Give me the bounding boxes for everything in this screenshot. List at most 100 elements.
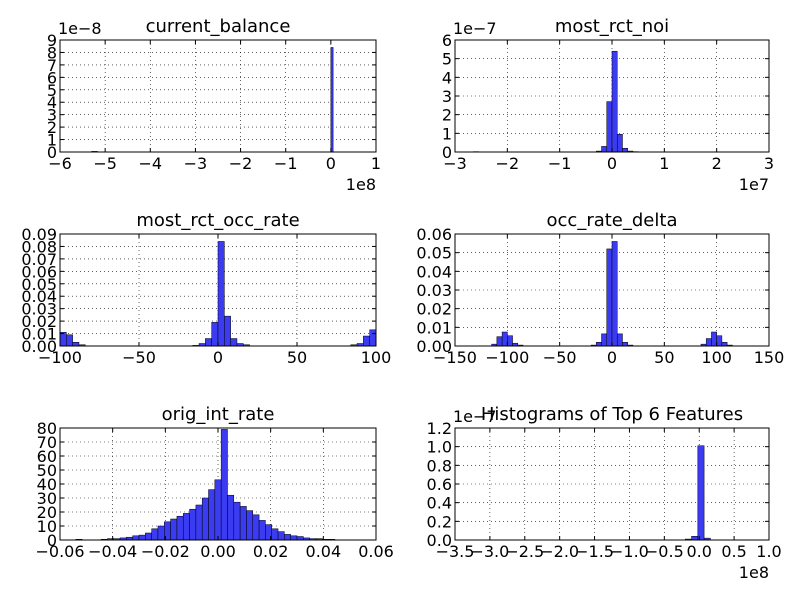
x-offset-label: 1e7 bbox=[739, 175, 769, 194]
x-tick-label: −100 bbox=[38, 348, 82, 367]
x-tick-label: 0.0 bbox=[686, 542, 711, 561]
x-tick-label: −3.5 bbox=[436, 542, 475, 561]
histogram-bar bbox=[217, 241, 225, 347]
histogram-bar bbox=[176, 515, 184, 541]
x-tick-label: −2.5 bbox=[505, 542, 544, 561]
x-tick-label: −0.06 bbox=[35, 542, 84, 561]
x-tick-label: 2 bbox=[712, 154, 722, 173]
y-tick-label: 0 bbox=[47, 143, 57, 162]
y-tick-label: 0.2 bbox=[427, 512, 452, 531]
y-tick-label: 0.05 bbox=[21, 275, 57, 294]
x-tick-label: 0.06 bbox=[358, 542, 394, 561]
y-tick-label: 0.00 bbox=[416, 337, 452, 356]
y-tick-label: 20 bbox=[37, 503, 57, 522]
histogram-bar bbox=[330, 47, 334, 153]
chart-title: occ_rate_delta bbox=[547, 210, 678, 231]
y-tick-label: 60 bbox=[37, 447, 57, 466]
x-tick-label: 1 bbox=[371, 154, 381, 173]
x-tick-label: −4 bbox=[138, 154, 162, 173]
histogram-bar bbox=[277, 531, 285, 541]
chart-title: orig_int_rate bbox=[162, 404, 275, 425]
y-tick-label: 0.03 bbox=[21, 300, 57, 319]
histogram-bar bbox=[507, 335, 513, 347]
x-tick-label: −3 bbox=[184, 154, 208, 173]
y-tick-label: 0.07 bbox=[21, 250, 57, 269]
y-tick-label: 8 bbox=[47, 43, 57, 62]
histogram-bar bbox=[369, 329, 377, 347]
histogram-bar bbox=[622, 342, 628, 347]
x-offset-label: 1e8 bbox=[739, 563, 769, 582]
histogram-bar bbox=[601, 146, 608, 153]
histogram-bar bbox=[201, 497, 209, 541]
x-tick-label: −1 bbox=[274, 154, 298, 173]
chart-title: current_balance bbox=[146, 16, 291, 37]
histogram-bar bbox=[205, 338, 212, 347]
x-offset-label: 1e8 bbox=[346, 175, 376, 194]
x-tick-label: 100 bbox=[701, 348, 732, 367]
x-tick-label: −0.02 bbox=[141, 542, 190, 561]
histogram-bar bbox=[611, 50, 618, 153]
y-tick-label: 30 bbox=[37, 489, 57, 508]
histogram-bar bbox=[496, 336, 503, 347]
histogram-bar bbox=[239, 506, 247, 541]
x-tick-label: 0 bbox=[326, 154, 336, 173]
histogram-bar bbox=[211, 322, 219, 347]
histogram-bar bbox=[284, 534, 291, 541]
y-tick-label: 0.03 bbox=[416, 281, 452, 300]
x-tick-label: −1 bbox=[548, 154, 572, 173]
histogram-bar bbox=[151, 528, 159, 541]
histogram-bar bbox=[208, 489, 216, 541]
y-tick-label: 9 bbox=[47, 31, 57, 50]
x-tick-label: 1.0 bbox=[756, 542, 781, 561]
y-tick-label: 0 bbox=[47, 531, 57, 550]
y-tick-label: 0.00 bbox=[21, 337, 57, 356]
histogram-bar bbox=[363, 335, 370, 347]
y-tick-label: 70 bbox=[37, 433, 57, 452]
histogram-bar bbox=[716, 335, 723, 347]
x-tick-label: −0.04 bbox=[88, 542, 137, 561]
x-tick-label: 0.5 bbox=[721, 542, 746, 561]
histogram-bar bbox=[258, 520, 266, 541]
x-tick-label: 1 bbox=[659, 154, 669, 173]
y-tick-label: 0.0 bbox=[427, 531, 452, 550]
panel-top6-features: −3.5−3.0−2.5−2.0−1.5−1.0−0.5 0.0 0.5 1.00.0… bbox=[427, 404, 782, 582]
histogram-bar bbox=[189, 508, 197, 541]
x-tick-label: −150 bbox=[433, 348, 477, 367]
y-tick-label: 7 bbox=[47, 56, 57, 75]
y-tick-label: 6 bbox=[47, 68, 57, 87]
histogram-bar bbox=[296, 536, 304, 541]
y-tick-label: 0 bbox=[442, 143, 452, 162]
y-tick-label: 2 bbox=[47, 118, 57, 137]
x-tick-label: 3 bbox=[764, 154, 774, 173]
histogram-bar bbox=[697, 445, 705, 541]
chart-title: most_rct_noi bbox=[555, 16, 669, 37]
y-tick-label: 6 bbox=[442, 31, 452, 50]
y-tick-label: 0.06 bbox=[21, 262, 57, 281]
x-tick-label: 0 bbox=[213, 348, 223, 367]
histogram-bar bbox=[501, 331, 508, 347]
y-tick-label: 0.01 bbox=[21, 325, 57, 344]
y-tick-label: 0.05 bbox=[416, 244, 452, 263]
x-tick-label: −1.5 bbox=[575, 542, 614, 561]
y-tick-label: 50 bbox=[37, 461, 57, 480]
y-tick-label: 1.0 bbox=[427, 438, 452, 457]
y-tick-label: 0.6 bbox=[427, 475, 452, 494]
y-tick-label: 1.2 bbox=[427, 419, 452, 438]
y-tick-label: 5 bbox=[442, 50, 452, 69]
y-tick-label: 4 bbox=[442, 68, 452, 87]
y-tick-label: 2 bbox=[442, 106, 452, 125]
x-tick-label: −6 bbox=[48, 154, 72, 173]
histogram-bar bbox=[214, 479, 222, 541]
y-tick-label: 3 bbox=[442, 87, 452, 106]
histogram-bar bbox=[705, 338, 712, 347]
histogram-bar bbox=[616, 333, 623, 347]
histogram-bar bbox=[230, 338, 238, 347]
histogram-bar bbox=[252, 514, 260, 541]
histogram-bar bbox=[622, 148, 628, 153]
y-tick-label: 1 bbox=[442, 124, 452, 143]
histogram-bar bbox=[616, 134, 623, 153]
y-tick-label: 4 bbox=[47, 93, 57, 112]
chart-title: Histograms of Top 6 Features bbox=[481, 404, 743, 425]
y-tick-label: 0.09 bbox=[21, 225, 57, 244]
x-tick-label: −5 bbox=[93, 154, 117, 173]
